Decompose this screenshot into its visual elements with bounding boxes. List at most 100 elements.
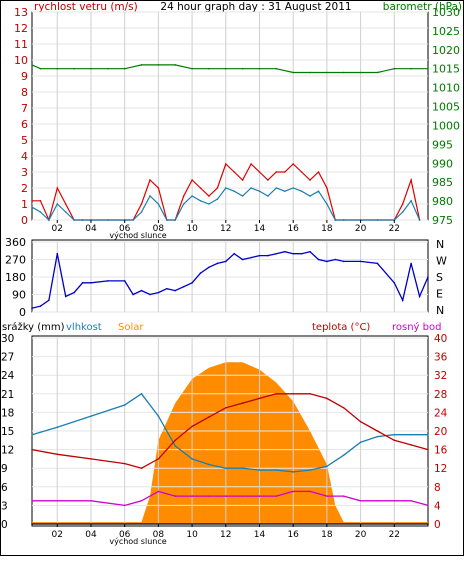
data-point	[309, 469, 311, 471]
data-point	[224, 467, 227, 470]
data-point	[174, 64, 177, 66]
rain-tick: 12	[1, 445, 14, 457]
direction-degree-tick: 90	[12, 289, 26, 302]
compass-label: N	[436, 304, 444, 317]
direction-degree-tick: 180	[5, 271, 26, 284]
data-point	[31, 448, 33, 451]
data-point	[427, 433, 429, 436]
hour-tick: 12	[220, 530, 231, 540]
data-point	[31, 200, 33, 202]
wind-speed-tick: 9	[21, 70, 28, 83]
data-point	[56, 187, 59, 189]
data-point	[258, 67, 261, 70]
data-point	[283, 250, 286, 253]
data-point	[410, 444, 412, 446]
hour-tick: 12	[220, 224, 231, 234]
hour-tick: 18	[321, 224, 333, 234]
data-point	[224, 260, 227, 263]
data-point	[191, 179, 193, 181]
data-point	[309, 250, 311, 253]
data-point	[401, 299, 404, 302]
data-point	[191, 458, 193, 460]
pressure-axis-title: barometr (hPa)	[383, 1, 462, 13]
data-point	[81, 282, 84, 284]
data-point	[132, 293, 134, 296]
data-point	[326, 465, 328, 468]
data-point	[208, 266, 210, 269]
data-point	[317, 258, 320, 261]
data-point	[342, 454, 345, 456]
data-point	[216, 262, 219, 265]
data-point	[31, 433, 33, 436]
data-point	[149, 179, 151, 181]
data-point	[56, 499, 59, 502]
data-point	[56, 67, 59, 70]
pressure-tick: 995	[432, 138, 453, 151]
wind-speed-tick: 5	[21, 134, 28, 147]
data-point	[342, 406, 345, 409]
data-point	[81, 219, 84, 221]
temperature-right-tick: 24	[434, 407, 448, 419]
pressure-tick: 990	[432, 157, 453, 170]
data-point	[157, 490, 160, 493]
rain-tick: 21	[1, 389, 14, 401]
data-point	[309, 490, 311, 493]
data-point	[216, 198, 219, 200]
data-point	[292, 252, 294, 255]
temperature-right-tick: 4	[434, 500, 441, 512]
data-point	[233, 190, 236, 192]
data-point	[393, 499, 396, 502]
data-point	[31, 206, 33, 208]
data-point	[208, 416, 210, 418]
data-point	[326, 495, 328, 497]
data-point	[90, 415, 92, 417]
data-point	[275, 495, 278, 497]
data-point	[275, 252, 278, 255]
humidity-line	[31, 392, 428, 473]
wind-speed-tick: 2	[21, 182, 28, 195]
data-point	[224, 495, 227, 497]
data-point	[241, 495, 244, 497]
data-point	[157, 291, 160, 294]
data-point	[292, 187, 294, 189]
data-point	[90, 67, 92, 70]
data-point	[393, 433, 396, 436]
wind-speed-tick: 0	[21, 214, 28, 227]
data-point	[166, 219, 168, 221]
data-point	[334, 219, 337, 221]
compass-label: N	[436, 238, 444, 251]
panel3-sunrise-label: východ slunce	[109, 537, 166, 546]
temperature-right-tick: 36	[434, 352, 448, 364]
hour-tick: 14	[254, 224, 266, 234]
data-point	[309, 195, 311, 197]
data-point	[191, 425, 193, 428]
rain-tick: 24	[1, 370, 15, 382]
data-point	[275, 187, 278, 189]
data-point	[199, 272, 202, 274]
dew-point-line	[32, 490, 429, 507]
data-point	[64, 211, 67, 213]
data-point	[376, 430, 379, 432]
data-point	[216, 187, 219, 189]
wind-speed-tick: 11	[14, 38, 28, 51]
data-point	[275, 67, 278, 70]
data-point	[258, 397, 261, 400]
hour-tick: 10	[186, 224, 198, 234]
hour-tick: 08	[153, 530, 165, 540]
temperature-right-tick: 8	[434, 482, 441, 494]
data-point	[233, 252, 236, 255]
data-point	[123, 404, 126, 406]
data-point	[359, 420, 362, 423]
data-point	[292, 393, 294, 395]
data-point	[191, 282, 193, 284]
temperature-line	[31, 393, 429, 469]
data-point	[267, 254, 269, 257]
rain-tick: 27	[1, 352, 14, 364]
data-point	[39, 67, 42, 70]
data-point	[140, 289, 143, 292]
data-point	[123, 504, 126, 507]
pressure-tick: 1030	[432, 6, 460, 19]
data-point	[326, 260, 328, 263]
data-point	[418, 295, 421, 298]
data-point	[191, 195, 193, 197]
